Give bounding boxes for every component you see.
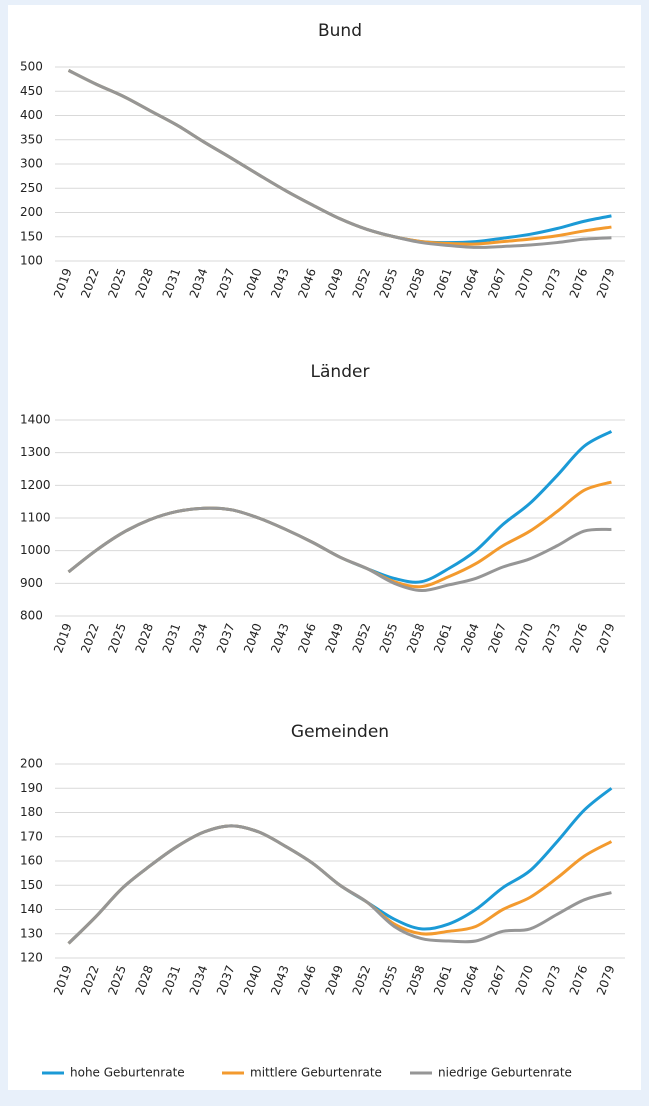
legend-label: niedrige Geburtenrate <box>438 1066 572 1080</box>
y-tick-label: 1200 <box>20 478 51 492</box>
y-tick-label: 500 <box>20 60 43 74</box>
y-tick-label: 100 <box>20 254 43 268</box>
legend-label: hohe Geburtenrate <box>70 1066 185 1080</box>
chart-title: Gemeinden <box>291 722 389 742</box>
y-tick-label: 200 <box>20 205 43 219</box>
chart-title: Länder <box>311 362 370 382</box>
y-tick-label: 350 <box>20 132 43 146</box>
y-tick-label: 1300 <box>20 445 51 459</box>
y-tick-label: 250 <box>20 181 43 195</box>
y-tick-label: 120 <box>20 951 43 965</box>
y-tick-label: 1000 <box>20 543 51 557</box>
series-line <box>67 824 612 945</box>
y-tick-label: 180 <box>20 805 43 819</box>
y-tick-label: 150 <box>20 229 43 243</box>
y-tick-label: 450 <box>20 84 43 98</box>
y-tick-label: 160 <box>20 854 43 868</box>
y-tick-label: 800 <box>20 609 43 623</box>
y-tick-label: 200 <box>20 757 43 771</box>
y-tick-label: 140 <box>20 902 43 916</box>
y-tick-label: 130 <box>20 926 43 940</box>
y-tick-label: 1100 <box>20 511 51 525</box>
y-tick-label: 900 <box>20 576 43 590</box>
chart-title: Bund <box>318 21 362 41</box>
y-tick-label: 300 <box>20 157 43 171</box>
y-tick-label: 1400 <box>20 413 51 427</box>
y-tick-label: 190 <box>20 781 43 795</box>
y-tick-label: 150 <box>20 878 43 892</box>
series-line <box>67 506 612 593</box>
series-line <box>67 69 612 249</box>
y-tick-label: 400 <box>20 108 43 122</box>
y-tick-label: 170 <box>20 829 43 843</box>
legend-label: mittlere Geburtenrate <box>250 1066 382 1080</box>
